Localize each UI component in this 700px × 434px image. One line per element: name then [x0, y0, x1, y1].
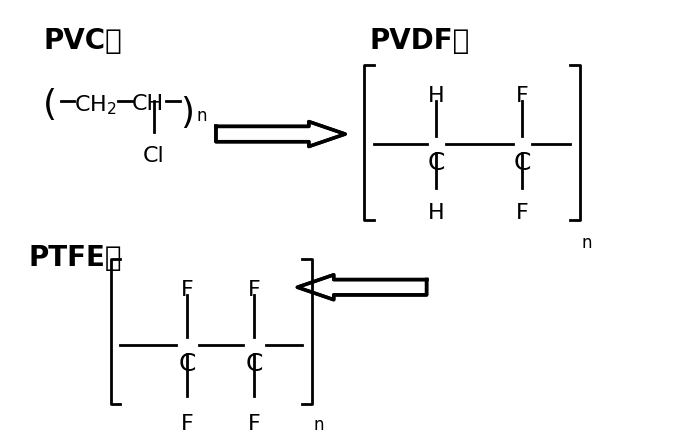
Text: C: C	[514, 151, 531, 175]
Text: PVDF：: PVDF：	[369, 27, 470, 55]
Text: F: F	[248, 279, 260, 299]
Text: PTFE：: PTFE：	[28, 244, 122, 272]
Polygon shape	[298, 275, 426, 300]
Text: $($: $($	[42, 86, 55, 122]
Text: F: F	[181, 279, 194, 299]
Text: C: C	[246, 352, 263, 376]
Text: CH$_2$: CH$_2$	[74, 94, 117, 118]
Text: CH: CH	[132, 94, 164, 114]
Text: n: n	[582, 233, 592, 252]
Text: PVC：: PVC：	[43, 27, 122, 55]
Text: C: C	[428, 151, 445, 175]
Text: n: n	[314, 415, 324, 434]
Text: F: F	[516, 203, 528, 223]
Text: Cl: Cl	[144, 145, 165, 165]
Text: H: H	[428, 86, 444, 106]
Text: C: C	[178, 352, 196, 376]
Polygon shape	[216, 122, 345, 147]
Text: H: H	[428, 203, 444, 223]
Text: F: F	[181, 414, 194, 434]
Text: $)$: $)$	[180, 94, 193, 130]
Text: F: F	[248, 414, 260, 434]
Text: n: n	[197, 107, 207, 125]
Text: F: F	[516, 86, 528, 106]
